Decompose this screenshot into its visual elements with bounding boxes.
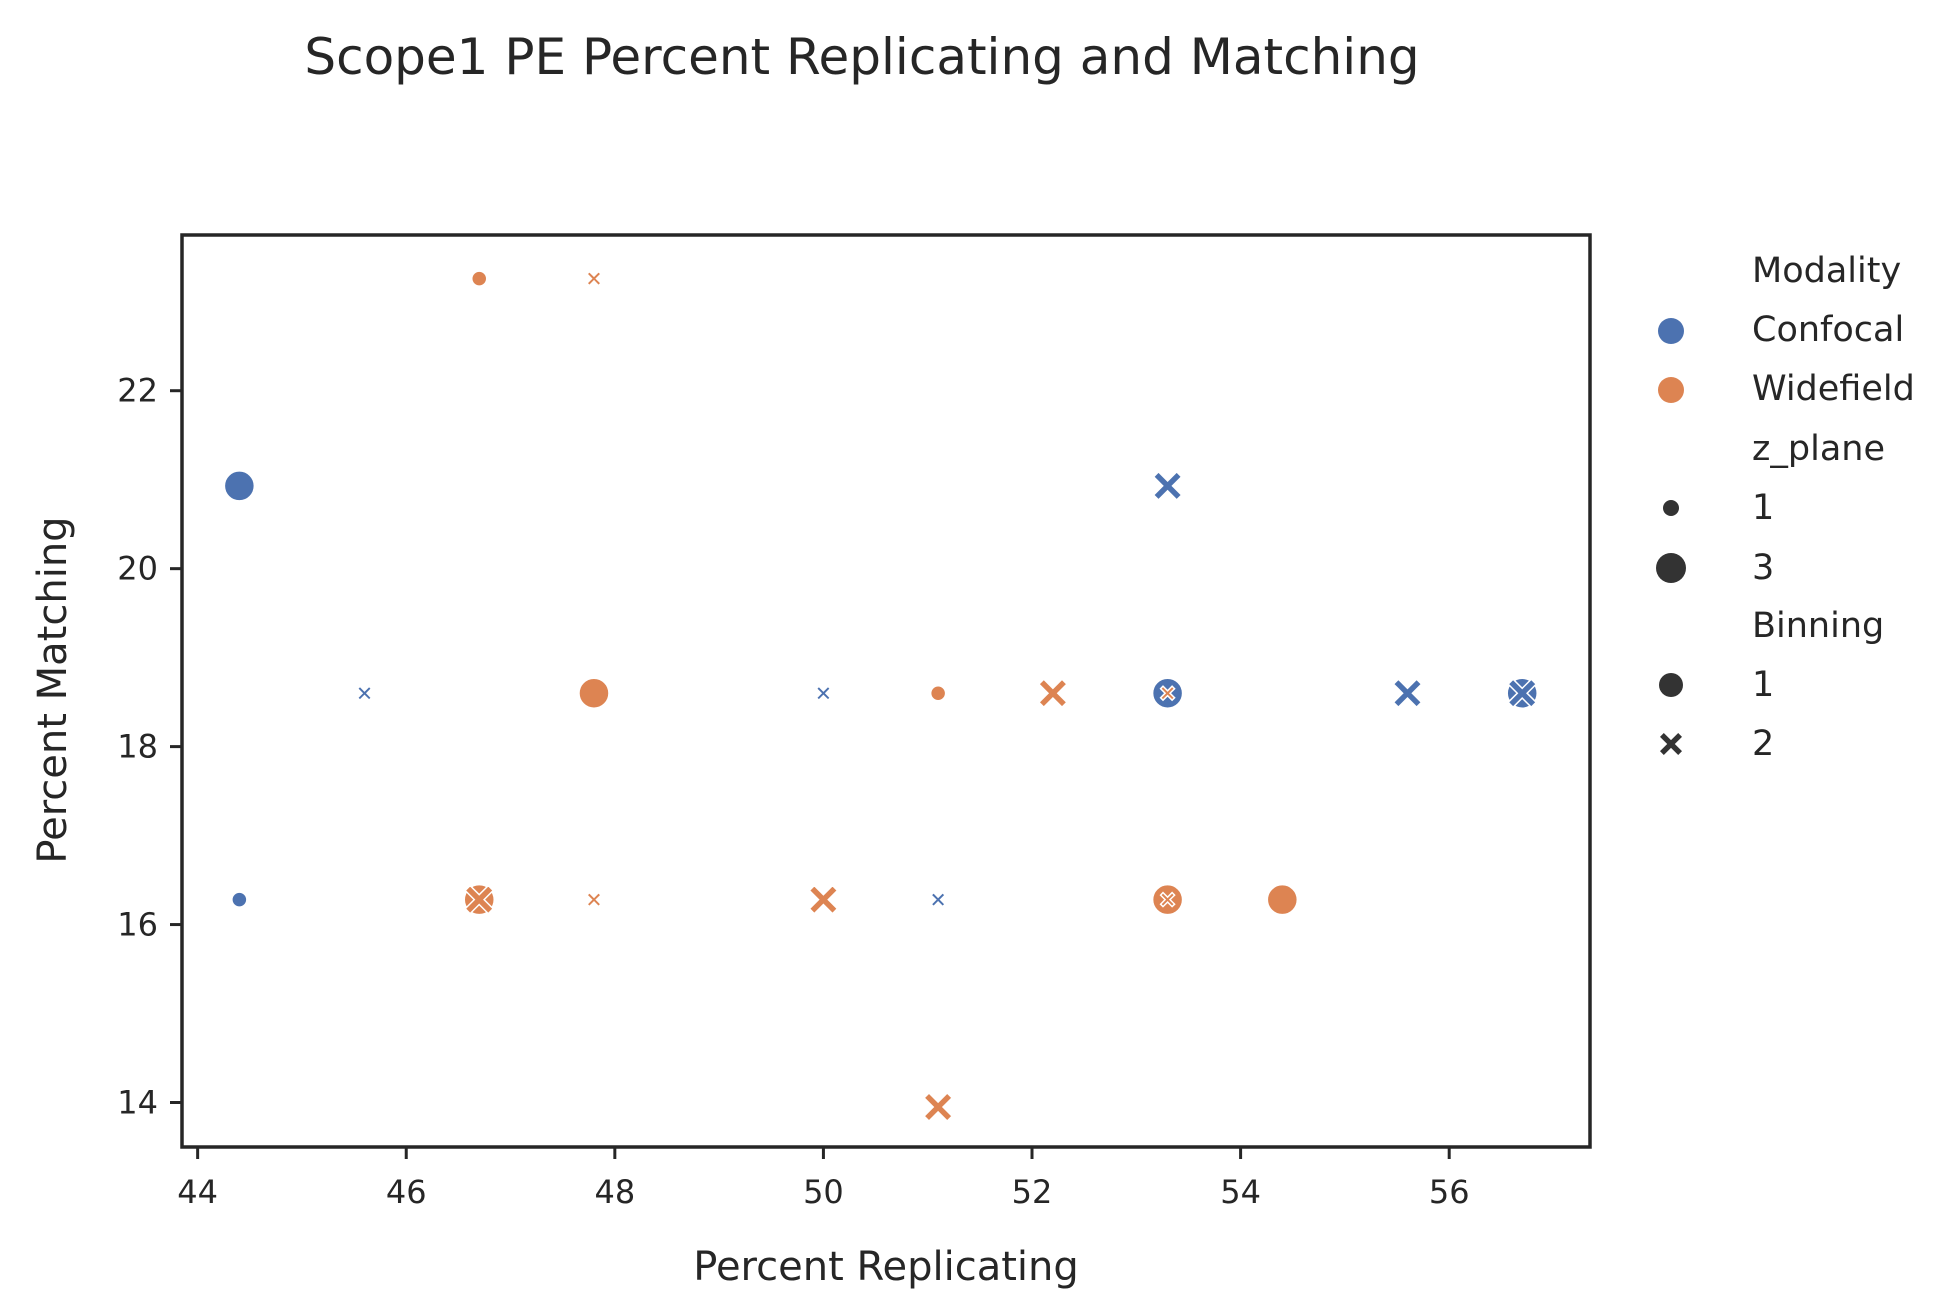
data-points [223, 270, 1538, 1123]
data-point-widefield-16 [808, 884, 839, 915]
legend-label-z-plane-1: 1 [1752, 488, 1774, 528]
y-tick-label-3: 20 [117, 550, 158, 588]
data-point-widefield-19 [1159, 685, 1176, 702]
y-tick-label-1: 16 [117, 906, 158, 944]
legend-label-confocal: Confocal [1752, 310, 1904, 350]
legend: Modality Confocal Widefield z_plane 1 3 … [1656, 251, 1915, 764]
legend-label-binning-1: 1 [1752, 665, 1774, 705]
legend-marker-z-plane-1 [1663, 500, 1679, 516]
legend-marker-confocal [1658, 318, 1684, 344]
legend-marker-widefield [1658, 377, 1684, 403]
legend-label-z-plane-3: 3 [1752, 548, 1774, 588]
data-point-confocal-7 [1392, 678, 1423, 709]
data-point-confocal-5 [1152, 470, 1183, 501]
plot-frame [180, 233, 1592, 1149]
data-point-confocal-2 [356, 685, 373, 702]
x-tick-label-0: 44 [177, 1173, 218, 1211]
data-point-confocal-1 [231, 891, 248, 908]
data-point-widefield-11 [585, 270, 603, 287]
data-point-widefield-10 [470, 270, 488, 287]
legend-marker-z-plane-3 [1656, 553, 1686, 583]
data-point-widefield-21 [1159, 891, 1176, 908]
x-tick-label-2: 48 [594, 1173, 635, 1211]
data-point-widefield-18 [1037, 678, 1068, 709]
y-tick-label-0: 14 [117, 1084, 158, 1122]
data-point-widefield-23 [923, 1091, 954, 1123]
x-tick-label-6: 56 [1429, 1173, 1470, 1211]
legend-x-shape [1660, 733, 1682, 755]
x-tick-label-1: 46 [386, 1173, 427, 1211]
data-point-confocal-9 [1507, 678, 1538, 709]
data-point-confocal-0 [223, 470, 256, 502]
legend-title-modality: Modality [1752, 251, 1901, 291]
data-point-widefield-15 [585, 891, 603, 908]
legend-label-widefield: Widefield [1752, 369, 1915, 409]
x-tick-label-4: 52 [1012, 1173, 1053, 1211]
data-point-confocal-3 [815, 685, 832, 702]
data-point-confocal-4 [930, 891, 947, 908]
y-tick-label-2: 18 [117, 728, 158, 766]
y-tick-label-4: 22 [117, 372, 158, 410]
x-tick-label-3: 50 [803, 1173, 844, 1211]
legend-title-z-plane: z_plane [1752, 429, 1885, 469]
chart-title: Scope1 PE Percent Replicating and Matchi… [304, 28, 1419, 86]
legend-title-binning: Binning [1752, 606, 1884, 646]
data-point-widefield-22 [1266, 883, 1299, 916]
legend-label-binning-2: 2 [1752, 724, 1774, 764]
y-axis-label: Percent Matching [30, 516, 76, 863]
legend-marker-binning-2 [1660, 733, 1682, 755]
x-axis-ticks: 44 46 48 50 52 54 56 [177, 1147, 1470, 1211]
legend-marker-binning-1 [1659, 673, 1683, 697]
data-point-widefield-12 [578, 677, 610, 709]
y-axis-ticks: 14 16 18 20 22 [117, 372, 182, 1122]
x-axis-label: Percent Replicating [693, 1244, 1079, 1290]
data-point-widefield-14 [464, 884, 495, 915]
data-point-widefield-17 [929, 684, 947, 702]
x-tick-label-5: 54 [1220, 1173, 1261, 1211]
